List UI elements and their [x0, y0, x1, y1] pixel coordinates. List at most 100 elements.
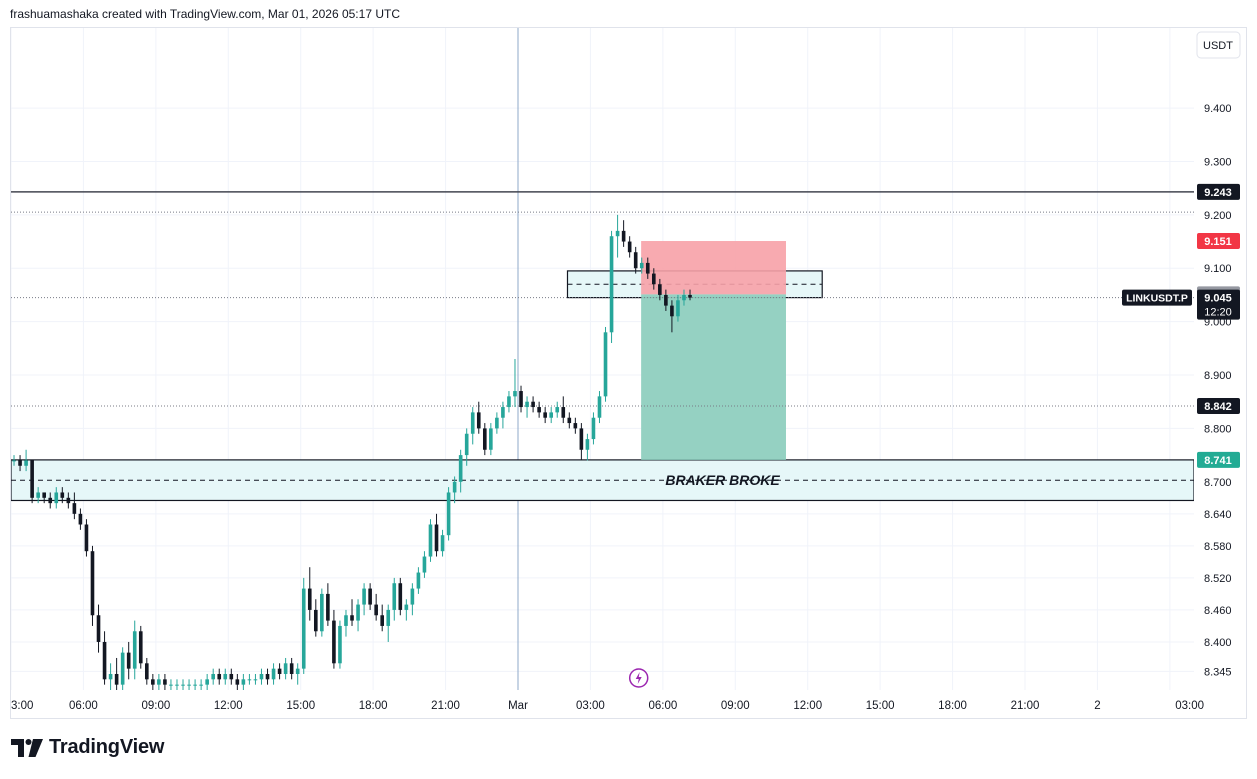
candle-body: [102, 641, 107, 680]
candle-body: [682, 294, 686, 301]
candle-body: [428, 524, 433, 557]
time-tick-label: 12:00: [793, 700, 822, 712]
candle-body: [72, 503, 77, 514]
price-badge-stop: [1197, 233, 1240, 250]
symbol-tag-text: LINKUSDT.P: [1126, 293, 1188, 305]
candle-body: [507, 396, 511, 408]
candle-body: [54, 492, 59, 504]
candle-body: [676, 300, 680, 317]
time-tick-label: 06:00: [648, 700, 677, 712]
braker-zone: [11, 459, 1195, 502]
candle-body: [627, 241, 632, 253]
candle-body: [241, 679, 246, 685]
candle-body: [639, 262, 644, 269]
candle-body: [440, 535, 445, 552]
price-tick-label: 8.640: [1204, 509, 1232, 521]
candle-body: [543, 412, 547, 418]
candle-body: [66, 497, 71, 504]
candle-body: [320, 593, 324, 632]
candle-body: [597, 396, 602, 418]
time-tick-label: 21:00: [1011, 700, 1040, 712]
candle-body: [368, 588, 372, 605]
candle-body: [416, 572, 421, 589]
last-price-text: 9.045: [1204, 293, 1232, 305]
candle-body: [132, 631, 137, 669]
candle-body: [301, 588, 306, 669]
price-tick-label: 8.900: [1204, 370, 1232, 382]
candle-body: [211, 673, 216, 680]
price-badge-text: 9.243: [1204, 187, 1232, 199]
candle-body: [229, 673, 234, 680]
candle-body: [350, 615, 354, 621]
candle-body: [108, 673, 113, 680]
braker-zone-label: BRAKER BROKE: [665, 472, 780, 488]
candle-body: [374, 604, 378, 616]
candle-body: [495, 417, 499, 429]
time-tick-label: 18:00: [938, 700, 967, 712]
time-tick-label: 21:00: [431, 700, 460, 712]
price-tick-label: 9.000: [1204, 317, 1232, 329]
candle-body: [295, 668, 300, 674]
price-badge-text: 8.741: [1204, 455, 1232, 467]
candle-body: [120, 652, 125, 685]
candle-body: [332, 620, 336, 664]
time-tick-label: 15:00: [286, 700, 315, 712]
candle-body: [126, 652, 131, 669]
candle-body: [482, 428, 487, 450]
chart-frame[interactable]: BRAKER BROKE USDT 9.400 9.300 9.200 9.100 9.00…: [10, 27, 1247, 719]
candle-body: [114, 673, 119, 685]
candle-body: [591, 417, 596, 440]
price-tick-label: 9.200: [1204, 210, 1232, 222]
candle-body: [48, 497, 53, 504]
candle-body: [404, 604, 409, 610]
candle-body: [12, 460, 16, 462]
symbol-tag: [1122, 289, 1192, 306]
price-chart[interactable]: BRAKER BROKE USDT 9.400 9.300 9.200 9.100 9.00…: [11, 28, 1246, 718]
flash-icon-bolt: [635, 672, 642, 684]
candle-body: [24, 460, 28, 466]
candle-body: [555, 407, 560, 413]
price-badge-text: 9.151: [1204, 236, 1232, 248]
candle-body: [410, 588, 415, 605]
candle-body: [470, 412, 475, 434]
candle-body: [398, 583, 403, 610]
time-tick-label: 09:00: [141, 700, 170, 712]
candle-body: [169, 684, 173, 686]
candle-body: [615, 230, 620, 237]
candle-body: [501, 407, 505, 418]
candle-body: [458, 455, 463, 482]
time-tick-label: 06:00: [69, 700, 98, 712]
time-tick-label: 12:00: [214, 700, 243, 712]
candle-body: [633, 252, 638, 269]
price-badge-dark: [1197, 397, 1240, 414]
take-profit-zone: [641, 294, 786, 460]
candle-body: [157, 679, 161, 685]
currency-label: USDT: [1203, 40, 1233, 52]
time-tick-label: 18:00: [359, 700, 388, 712]
tradingview-brand[interactable]: TradingView: [11, 736, 164, 759]
candle-body: [78, 513, 83, 525]
candle-body: [513, 391, 517, 397]
candle-body: [344, 615, 348, 626]
candle-body: [645, 262, 650, 274]
chart-caption: frashuamashaka created with TradingView.…: [10, 7, 400, 21]
price-badge-text: 8.842: [1204, 401, 1232, 413]
candle-body: [199, 684, 203, 686]
candle-body: [621, 230, 626, 242]
price-tick-label: 8.345: [1204, 666, 1232, 678]
candle-body: [144, 663, 149, 680]
candle-body: [362, 588, 366, 605]
candle-body: [326, 593, 330, 621]
candle-body: [193, 684, 197, 686]
candle-body: [537, 407, 541, 413]
candle-body: [217, 673, 222, 680]
candle-body: [18, 460, 22, 466]
stop-loss-zone: [641, 241, 786, 295]
price-tick-label: 8.800: [1204, 423, 1232, 435]
price-tick-label: 8.520: [1204, 573, 1232, 585]
currency-button: [1196, 31, 1241, 59]
candle-body: [434, 524, 439, 552]
candle-body: [688, 294, 692, 298]
time-tick-label: 3:00: [11, 700, 33, 712]
price-tick-label: 9.400: [1204, 103, 1232, 115]
